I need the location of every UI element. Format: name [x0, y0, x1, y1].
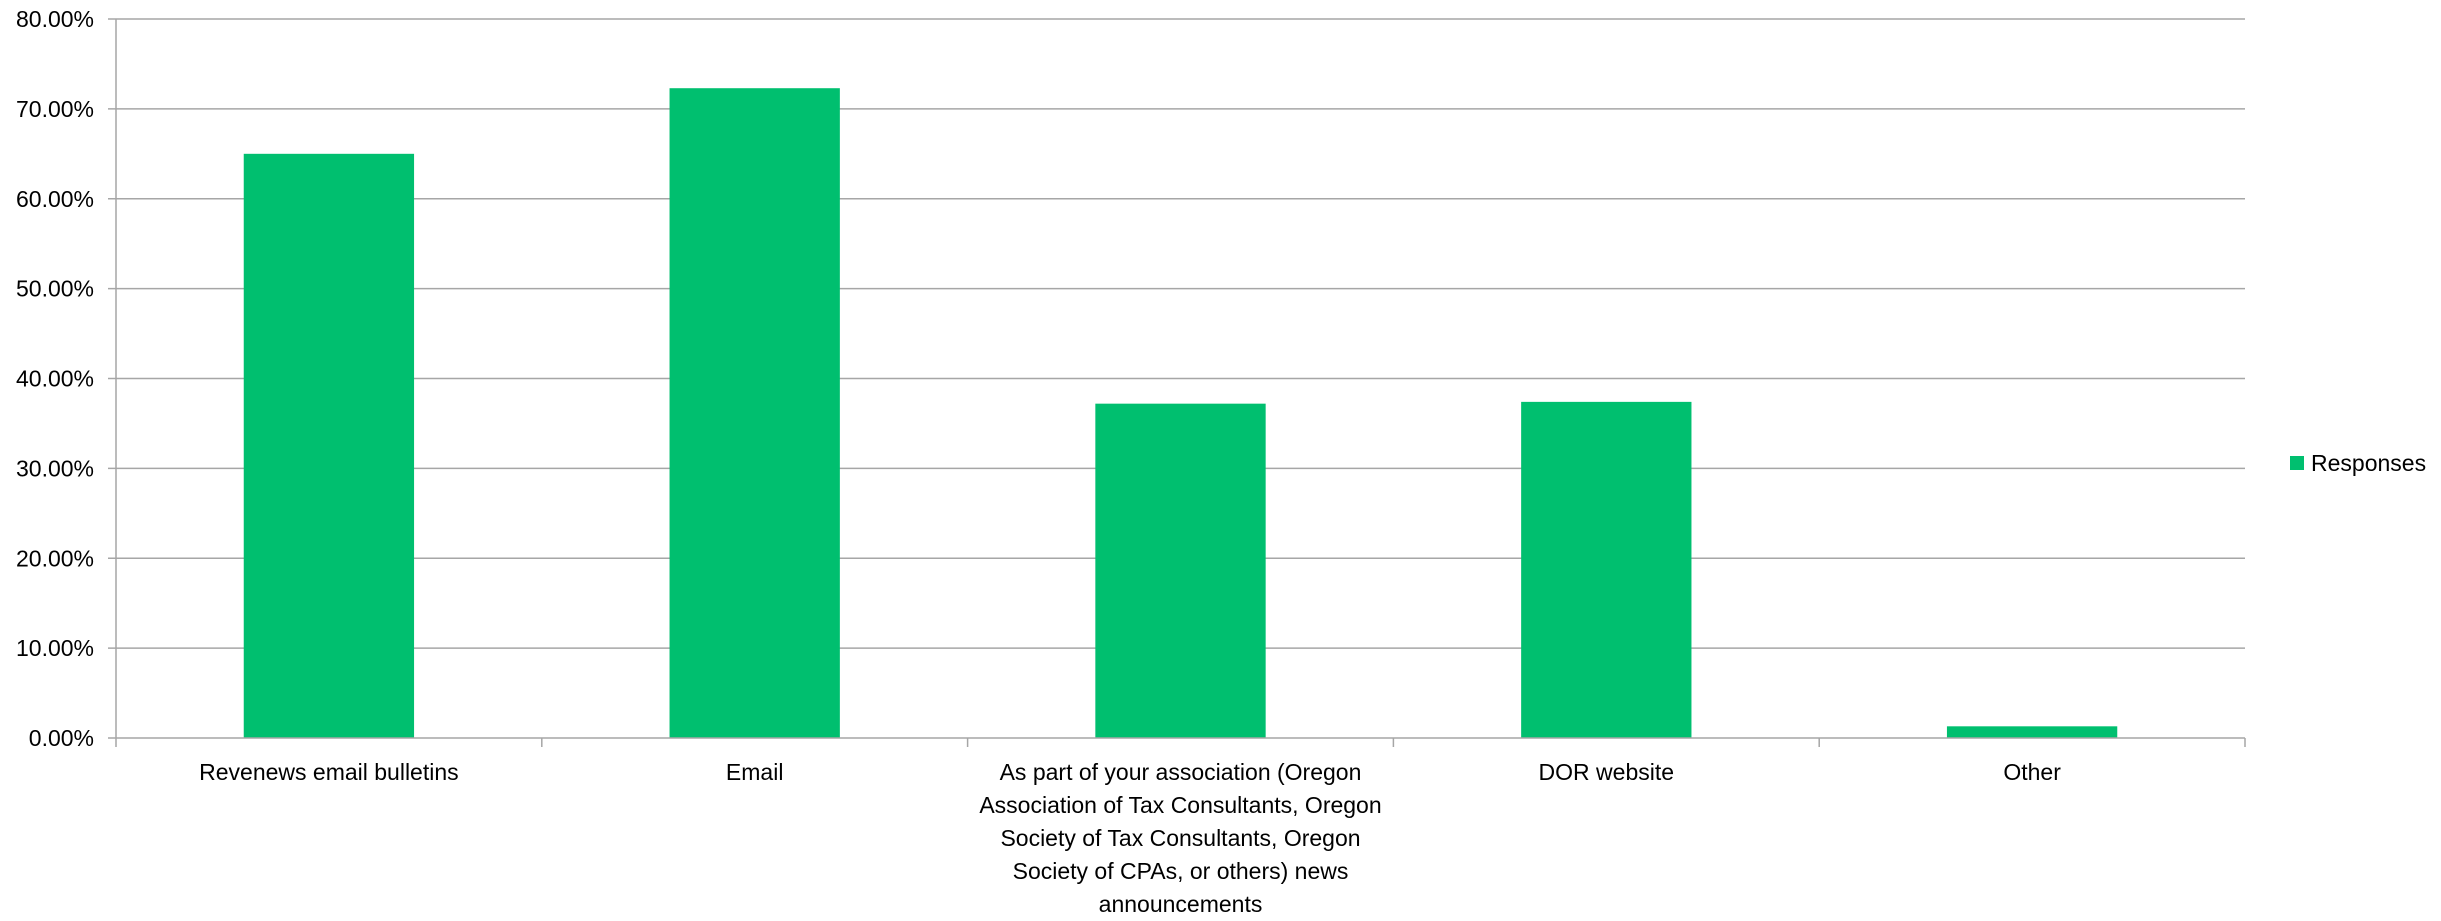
- y-tick-label: 10.00%: [16, 635, 94, 661]
- x-category-label: DOR website: [1538, 759, 1675, 785]
- x-category-label: Revenews email bulletins: [199, 759, 459, 785]
- y-tick-label: 20.00%: [16, 545, 94, 571]
- x-category-label: Other: [2003, 759, 2061, 785]
- bars: [243, 88, 2118, 739]
- bar: [243, 153, 415, 738]
- legend-swatch: [2290, 456, 2304, 470]
- y-tick-label: 50.00%: [16, 276, 94, 302]
- legend-label: Responses: [2311, 449, 2427, 476]
- bar: [1946, 726, 2118, 738]
- y-tick-label: 40.00%: [16, 366, 94, 392]
- y-tick-label: 0.00%: [29, 725, 94, 751]
- y-tick-label: 30.00%: [16, 455, 94, 481]
- y-tick-label: 80.00%: [16, 6, 94, 32]
- y-tick-label: 70.00%: [16, 96, 94, 122]
- axes: [108, 18, 2246, 747]
- y-tick-labels: 0.00% 10.00% 20.00% 30.00% 40.00% 50.00% 60.00…: [16, 6, 94, 751]
- y-tick-label: 60.00%: [16, 186, 94, 212]
- x-category-label: Email: [725, 759, 784, 785]
- bar: [1095, 403, 1266, 738]
- x-category-label: As part of your association (Oregon Asso…: [979, 759, 1382, 917]
- bar: [669, 88, 840, 739]
- legend: Responses: [2290, 448, 2426, 478]
- bar: [1521, 401, 1692, 738]
